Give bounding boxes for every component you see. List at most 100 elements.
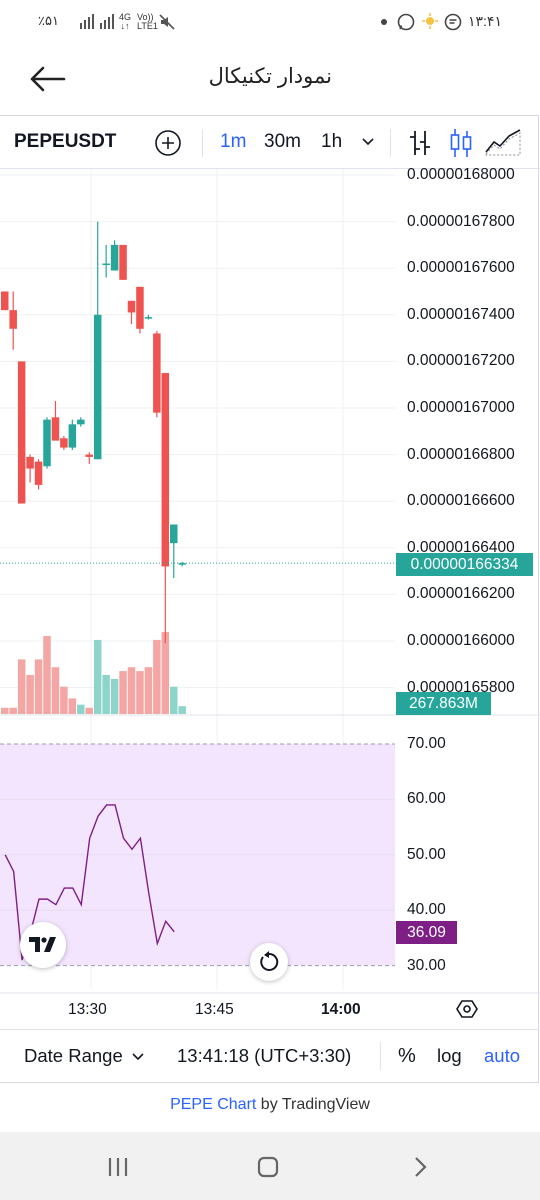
volume-bar — [34, 659, 43, 714]
candle-body — [178, 563, 186, 565]
bars-icon[interactable] — [406, 128, 434, 158]
price-tick-label: 0.00000166400 — [407, 538, 515, 556]
candle-body — [51, 417, 60, 441]
log-scale-toggle[interactable]: log — [437, 1045, 462, 1066]
volume-bar — [170, 686, 178, 714]
volume-bar — [102, 675, 110, 714]
volume-bar — [93, 639, 102, 714]
rsi-value-label: 36.09 — [396, 921, 457, 944]
notification-dot-icon — [381, 19, 387, 25]
timezone-clock[interactable]: 13:41:18 (UTC+3:30) — [177, 1045, 352, 1066]
tradingview-logo-icon — [29, 937, 56, 952]
time-tick: 13:45 — [195, 1001, 234, 1018]
system-navigation-bar — [0, 1132, 540, 1200]
candle-body — [60, 438, 68, 448]
volume-bar — [68, 698, 77, 714]
volume-bar — [144, 667, 153, 714]
recents-icon[interactable] — [106, 1156, 130, 1178]
volume-bar — [136, 671, 144, 714]
price-tick-label: 0.00000167600 — [407, 259, 515, 277]
toolbar-divider — [390, 129, 391, 157]
back-arrow-icon[interactable] — [28, 64, 68, 94]
rsi-line — [4, 804, 175, 961]
volume-bar — [161, 632, 170, 714]
home-icon[interactable] — [256, 1155, 280, 1179]
candle-body — [127, 300, 136, 313]
back-nav-icon[interactable] — [410, 1155, 430, 1179]
volume-bar — [119, 671, 127, 714]
price-tick-label: 0.00000167400 — [407, 305, 515, 323]
rsi-tick-label: 40.00 — [407, 901, 446, 919]
candle-body — [26, 456, 34, 469]
percent-scale-toggle[interactable]: % — [398, 1045, 416, 1067]
volume-bar — [17, 659, 26, 714]
price-tick-label: 0.00000166000 — [407, 632, 515, 649]
credit-suffix: by TradingView — [260, 1096, 370, 1113]
candle-body — [85, 454, 93, 457]
rsi-tick-label: 70.00 — [407, 735, 446, 752]
volume-bar — [153, 639, 161, 714]
chart-link[interactable]: PEPE Chart — [170, 1096, 257, 1113]
price-tick-label: 0.00000165800 — [407, 678, 515, 696]
status-clock: ۱۳:۴۱ — [468, 13, 502, 29]
candle-body — [170, 524, 178, 544]
candle-body — [68, 424, 77, 448]
price-tick-label: 0.00000166600 — [407, 492, 515, 510]
price-tick-label: 0.00000167800 — [407, 212, 515, 230]
auto-scale-toggle[interactable]: auto — [484, 1045, 521, 1066]
rsi-tick-label: 60.00 — [407, 790, 446, 808]
signal-icon — [80, 14, 114, 29]
time-tick: 14:00 — [321, 1001, 361, 1018]
chart-toolbar: PEPEUSDT 1m 30m 1h — [0, 115, 540, 169]
reset-chart-button[interactable] — [250, 943, 288, 981]
battery-indicator: ٪۵۱ — [38, 13, 59, 28]
volte-indicator: Vo)) LTE1 — [137, 12, 158, 31]
message-icon — [444, 13, 462, 31]
page-title: نمودار تکنیکال — [208, 65, 332, 88]
reset-icon — [260, 951, 279, 971]
symbol-name[interactable]: PEPEUSDT — [14, 131, 117, 152]
status-bar: ٪۵۱ 4G ↓↑ Vo)) LTE1 ۱۳:۴۱ — [0, 0, 540, 44]
toolbar-divider — [202, 129, 203, 157]
price-tick-label: 0.00000167200 — [407, 352, 515, 370]
chevron-down-icon[interactable] — [361, 137, 375, 147]
last-price-label: 0.00000166334 — [396, 553, 533, 576]
candle-body — [77, 419, 85, 425]
add-symbol-icon[interactable] — [154, 129, 182, 157]
candle-body — [153, 333, 161, 413]
candles-icon[interactable] — [448, 127, 474, 159]
area-icon[interactable] — [485, 128, 521, 156]
rsi-tick-label: 30.00 — [407, 956, 446, 974]
rsi-tick-label: 50.00 — [407, 845, 446, 863]
interval-1h[interactable]: 1h — [321, 131, 343, 152]
candle-body — [119, 244, 127, 280]
tradingview-credit: PEPE Chart by TradingView — [0, 1096, 540, 1114]
date-range-chevron-icon[interactable] — [131, 1052, 145, 1062]
candle-body — [43, 419, 51, 467]
volume-bar — [26, 675, 34, 714]
interval-1m[interactable]: 1m — [220, 131, 247, 152]
price-tick-label: 0.00000168000 — [407, 166, 515, 183]
weather-icon — [422, 13, 438, 29]
volume-bar — [9, 707, 17, 714]
volume-bar — [51, 667, 60, 714]
volume-bar — [60, 686, 68, 714]
date-range-button[interactable]: Date Range — [24, 1045, 123, 1066]
network-type: 4G ↓↑ — [119, 12, 132, 31]
candle-body — [9, 310, 17, 329]
time-tick: 13:30 — [68, 1001, 107, 1018]
candle-body — [1, 291, 9, 311]
volume-bar — [77, 704, 85, 714]
volume-bar — [110, 678, 119, 714]
candle-body — [110, 244, 119, 271]
tradingview-logo-button[interactable] — [20, 922, 66, 968]
price-tick-label: 0.00000166200 — [407, 585, 515, 603]
volume-bar — [178, 706, 186, 714]
candle-body — [93, 314, 102, 460]
chart-bottom-bar: Date Range 13:41:18 (UTC+3:30) % log aut… — [0, 1029, 539, 1083]
settings-icon[interactable] — [456, 998, 478, 1020]
price-chart[interactable] — [0, 169, 540, 1029]
interval-30m[interactable]: 30m — [264, 131, 301, 152]
volume-bar — [85, 707, 93, 714]
mute-icon — [159, 14, 175, 30]
